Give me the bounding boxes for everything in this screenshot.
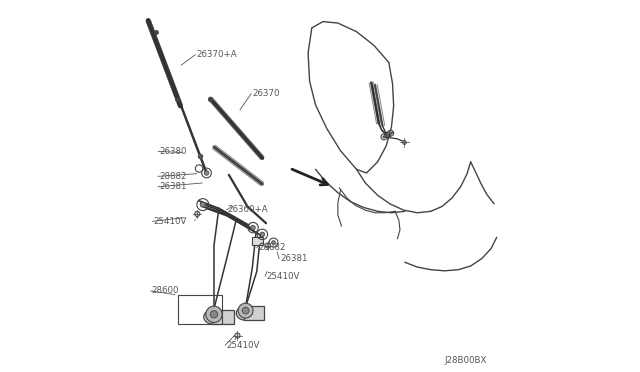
Circle shape: [238, 303, 253, 318]
Ellipse shape: [236, 306, 255, 320]
Text: 26380: 26380: [159, 147, 187, 156]
Circle shape: [200, 202, 205, 207]
Circle shape: [195, 211, 200, 217]
Circle shape: [403, 141, 406, 144]
Circle shape: [206, 306, 222, 323]
Text: 28882: 28882: [159, 172, 187, 181]
Text: 26370+A: 26370+A: [196, 50, 237, 59]
Bar: [252, 237, 264, 245]
Circle shape: [251, 225, 255, 230]
Text: 25410V: 25410V: [227, 341, 260, 350]
Circle shape: [243, 307, 249, 314]
Bar: [212, 310, 234, 324]
Circle shape: [235, 333, 240, 338]
Text: 26381: 26381: [280, 254, 308, 263]
Circle shape: [383, 136, 385, 138]
Bar: [178, 295, 222, 324]
Text: 26381: 26381: [159, 182, 187, 191]
Text: J28B00BX: J28B00BX: [445, 356, 487, 365]
Text: 28882: 28882: [258, 243, 285, 252]
Circle shape: [260, 232, 264, 237]
Bar: [244, 306, 264, 320]
Circle shape: [204, 171, 209, 175]
Circle shape: [271, 241, 275, 244]
Circle shape: [390, 132, 392, 134]
Ellipse shape: [204, 310, 224, 324]
Circle shape: [387, 134, 389, 136]
Text: 26370: 26370: [252, 89, 280, 98]
Text: 25410V: 25410V: [266, 272, 300, 280]
Circle shape: [266, 243, 271, 248]
Text: 28600: 28600: [152, 286, 179, 295]
Circle shape: [211, 311, 218, 318]
Text: 25410V: 25410V: [154, 217, 187, 226]
Text: 26360+A: 26360+A: [228, 205, 268, 214]
